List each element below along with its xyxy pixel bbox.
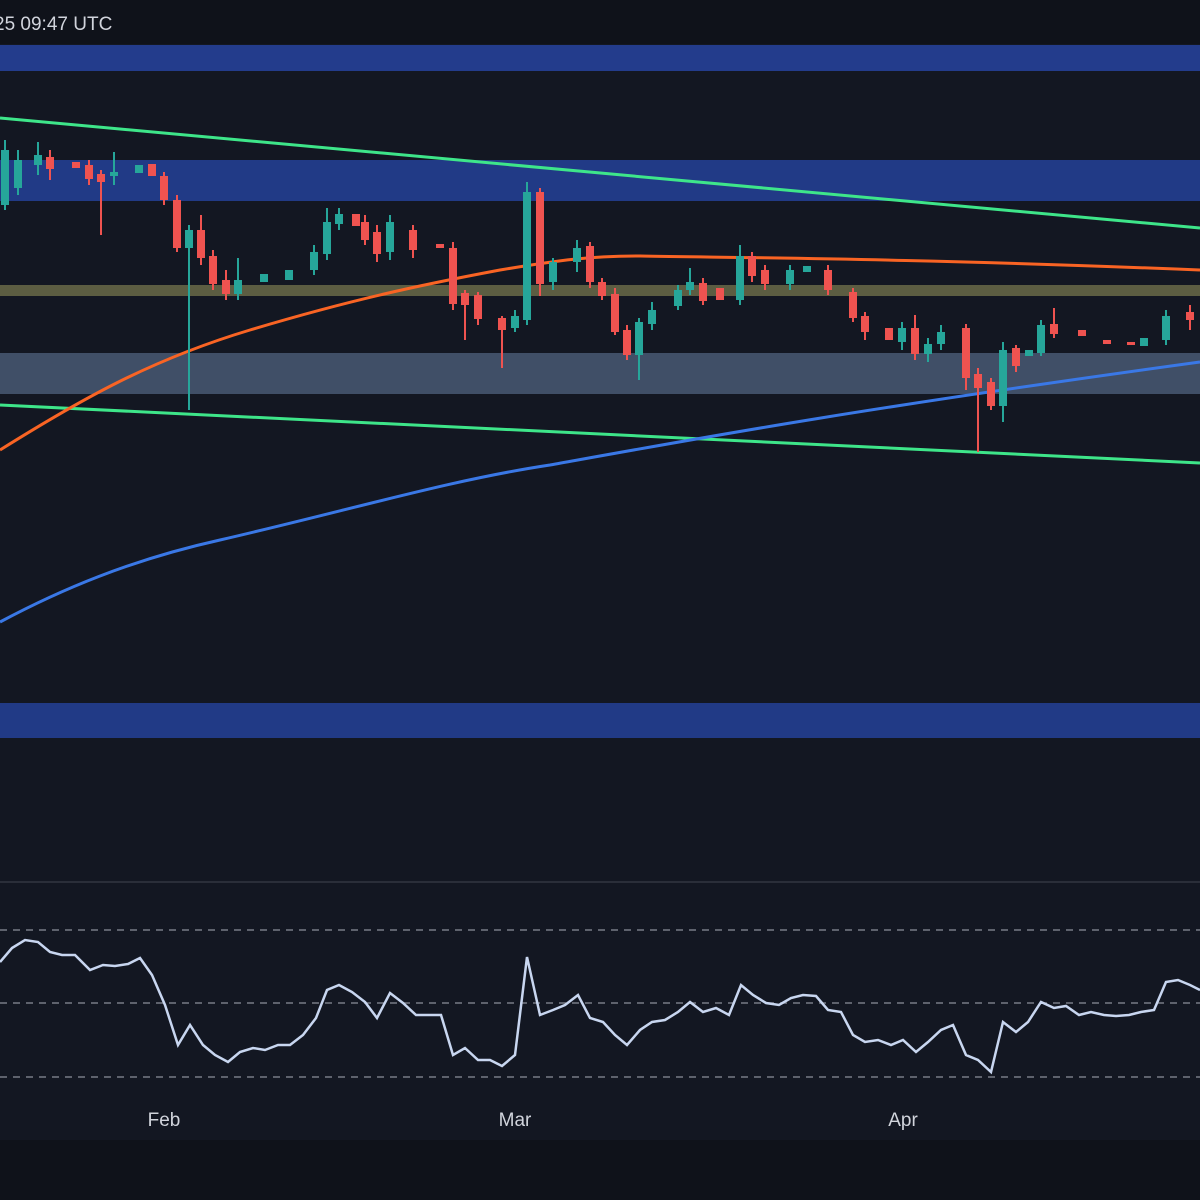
x-axis-label: Apr	[888, 1110, 918, 1131]
x-axis-label: Mar	[499, 1110, 532, 1131]
bottom-bar	[0, 1140, 1200, 1200]
moving-average-200	[0, 360, 1200, 624]
x-axis-label: Feb	[148, 1110, 181, 1131]
candles	[1, 140, 1194, 452]
timestamp: 25 09:47 UTC	[0, 14, 112, 35]
moving-average-100	[0, 254, 1200, 452]
demand-zone	[0, 703, 1200, 738]
supply-zone	[0, 45, 1200, 71]
supply-zone	[0, 160, 1200, 201]
trend-line	[0, 403, 1200, 465]
rsi-line	[0, 938, 1200, 1075]
top-bar	[0, 0, 1200, 44]
trend-line	[0, 116, 1200, 230]
